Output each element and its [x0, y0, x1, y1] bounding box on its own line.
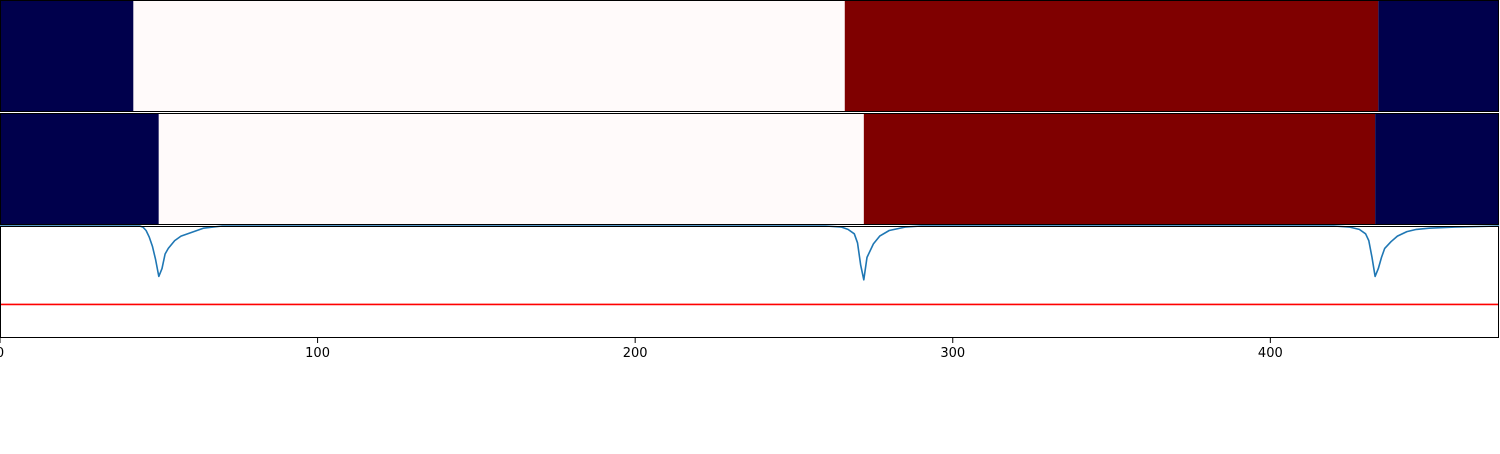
series-line [0, 225, 1500, 281]
heatmap-segment [0, 0, 134, 112]
x-tick-label: 100 [305, 346, 330, 361]
heatmap-frame [0, 113, 1499, 225]
heatmap-frame [0, 0, 1499, 112]
heatmap-segment [0, 113, 159, 225]
heatmap-segment [1375, 113, 1499, 225]
heatmap-segment [158, 113, 864, 225]
heatmap-segment [1378, 0, 1499, 112]
x-tick-label: 300 [940, 346, 965, 361]
heatmap-segment [133, 0, 845, 112]
line-panel: 0 100 200 300 400 [0, 225, 1500, 361]
x-tick-label: 200 [623, 346, 648, 361]
heatmap-segment [863, 113, 1376, 225]
line-panel-frame [0, 226, 1499, 338]
heatmap-segment [844, 0, 1379, 112]
heatmap-panel-1 [0, 0, 1499, 112]
x-tick-label: 0 [0, 346, 4, 361]
heatmap-panel-2 [0, 113, 1499, 225]
x-tick-label: 400 [1258, 346, 1283, 361]
